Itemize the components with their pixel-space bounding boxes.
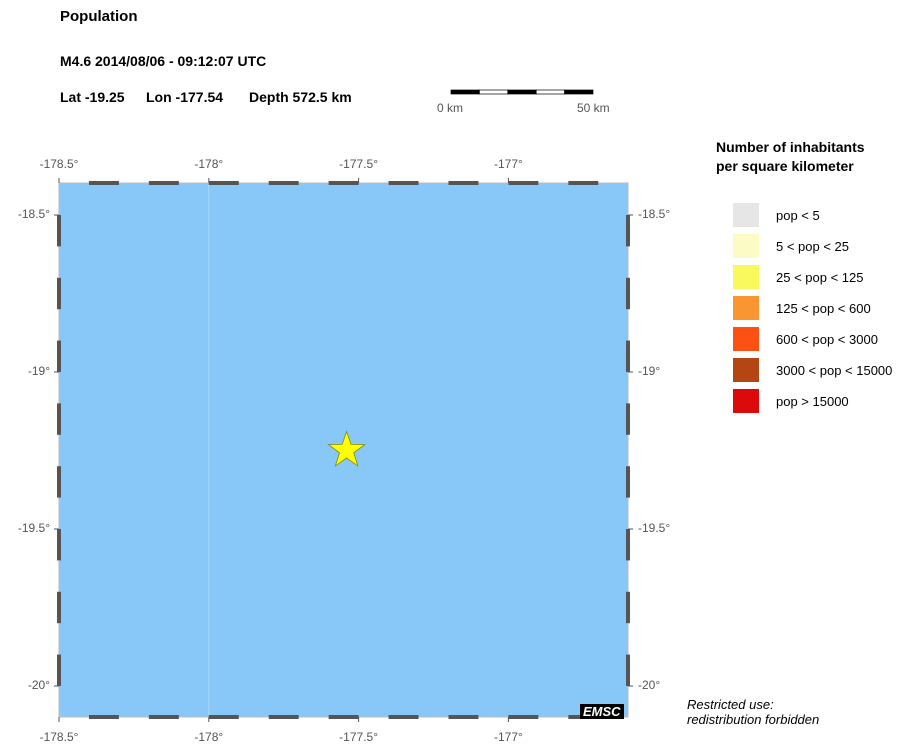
legend-label: 3000 < pop < 15000: [776, 362, 893, 378]
axis-tick-label: -18.5°: [638, 207, 671, 221]
legend-swatch: [733, 203, 759, 227]
axis-tick-label: -20°: [638, 678, 661, 692]
legend-title: Number of inhabitants per square kilomet…: [716, 138, 865, 176]
axis-tick-label: -178°: [194, 157, 224, 171]
legend-item: pop > 15000: [733, 389, 849, 413]
legend-title-line1: Number of inhabitants: [716, 139, 865, 155]
scale-bar-segment: [450, 89, 480, 95]
scale-end-label: 50 km: [577, 101, 610, 115]
legend-swatch: [733, 296, 759, 320]
legend-swatch: [733, 389, 759, 413]
legend-item: 25 < pop < 125: [733, 265, 863, 289]
legend-swatch: [733, 327, 759, 351]
legend-item: pop < 5: [733, 203, 820, 227]
axis-tick-label: -177°: [493, 157, 523, 171]
scale-bar-segment: [535, 89, 565, 95]
axis-tick-label: -19°: [27, 364, 50, 378]
epicenter-star-icon: [327, 430, 366, 467]
legend-title-line2: per square kilometer: [716, 158, 854, 174]
legend-label: 600 < pop < 3000: [776, 331, 878, 347]
legend-label: 25 < pop < 125: [776, 269, 864, 285]
legend-swatch: [733, 358, 759, 382]
axis-tick-label: -178°: [194, 730, 224, 744]
latitude: Lat -19.25: [60, 89, 125, 105]
event-info: M4.6 2014/08/06 - 09:12:07 UTC: [60, 53, 267, 69]
axis-tick-label: -20°: [27, 678, 50, 692]
emsc-logo: EMSC: [580, 704, 624, 719]
restriction-notice: Restricted use: redistribution forbidden: [687, 697, 819, 727]
scale-start-label: 0 km: [437, 101, 464, 115]
axis-tick-label: -177°: [493, 730, 523, 744]
scale-bar-segment: [564, 89, 594, 95]
axis-tick-label: -177.5°: [339, 157, 379, 171]
axis-tick-label: -178.5°: [39, 730, 79, 744]
longitude: Lon -177.54: [146, 89, 224, 105]
legend-item: 600 < pop < 3000: [733, 327, 878, 351]
notice-line1: Restricted use:: [687, 697, 774, 712]
axis-tick-label: -19.5°: [17, 521, 50, 535]
depth: Depth 572.5 km: [249, 89, 352, 105]
axis-tick-label: -19.5°: [638, 521, 671, 535]
legend-label: pop > 15000: [776, 393, 849, 409]
legend-label: pop < 5: [776, 207, 820, 223]
map-title: Population: [60, 8, 138, 25]
legend-item: 5 < pop < 25: [733, 234, 849, 258]
legend-label: 125 < pop < 600: [776, 300, 871, 316]
axis-tick-label: -19°: [638, 364, 661, 378]
axis-tick-label: -177.5°: [339, 730, 379, 744]
notice-line2: redistribution forbidden: [687, 712, 820, 727]
legend-label: 5 < pop < 25: [776, 238, 850, 254]
scale-bar-segment: [507, 89, 537, 95]
scale-bar-segment: [479, 89, 509, 95]
legend-swatch: [733, 265, 759, 289]
axis-tick-label: -18.5°: [17, 207, 50, 221]
legend-item: 3000 < pop < 15000: [733, 358, 892, 382]
legend-item: 125 < pop < 600: [733, 296, 871, 320]
axis-tick-label: -178.5°: [39, 157, 79, 171]
legend-swatch: [733, 234, 759, 258]
